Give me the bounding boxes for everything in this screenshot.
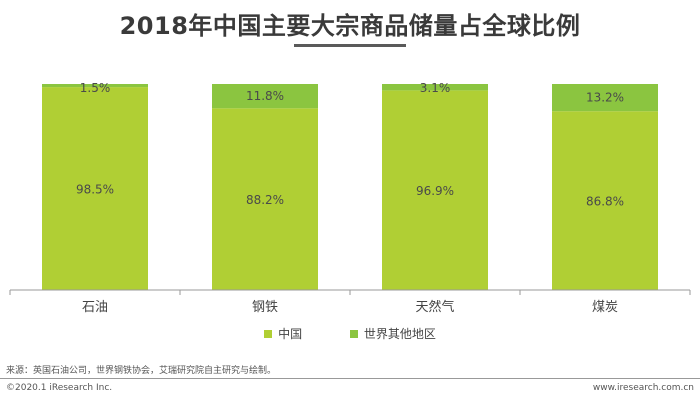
title-underline <box>294 44 406 47</box>
data-label-gas-rest: 3.1% <box>420 81 451 95</box>
bar-gas-rest <box>382 84 488 91</box>
footer-divider <box>0 378 700 379</box>
bar-coal-china <box>552 111 658 290</box>
legend-swatch-china <box>264 329 273 338</box>
legend-item-china: 中国 <box>264 325 302 342</box>
data-label-oil-china: 98.5% <box>76 183 114 197</box>
legend-label-rest: 世界其他地区 <box>363 327 436 341</box>
bar-coal-rest <box>552 84 658 112</box>
category-label-gas: 天然气 <box>415 299 454 315</box>
bar-steel-rest <box>212 84 318 109</box>
copyright-text: ©2020.1 iResearch Inc. <box>6 383 113 393</box>
source-note: 来源：英国石油公司，世界钢铁协会，艾瑞研究院自主研究与绘制。 <box>6 366 277 376</box>
data-label-coal-china: 86.8% <box>586 195 624 209</box>
category-label-coal: 煤炭 <box>592 300 618 315</box>
category-label-steel: 钢铁 <box>252 300 278 315</box>
bar-oil-china <box>42 87 148 290</box>
website-text: www.iresearch.com.cn <box>592 383 694 393</box>
data-label-oil-rest: 1.5% <box>80 81 111 95</box>
category-label-oil: 石油 <box>82 300 108 315</box>
data-label-steel-china: 88.2% <box>246 193 284 207</box>
legend-swatch-rest <box>349 329 358 338</box>
legend-item-rest: 世界其他地区 <box>349 325 436 342</box>
stacked-bar-chart: 98.5% 1.5% 88.2% 11.8% 96.9% 3.1% 86.8% 13.2% 石… <box>9 81 691 315</box>
data-label-coal-rest: 13.2% <box>586 91 624 105</box>
chart-legend: 中国 世界其他地区 <box>0 325 700 342</box>
data-label-gas-china: 96.9% <box>416 184 454 198</box>
data-label-steel-rest: 11.8% <box>246 89 284 103</box>
bar-oil-rest <box>42 84 148 88</box>
bar-steel-china <box>212 108 318 290</box>
bar-gas-china <box>382 90 488 290</box>
legend-label-china: 中国 <box>278 327 303 341</box>
page-title: 2018年中国主要大宗商品储量占全球比例 <box>119 12 581 40</box>
